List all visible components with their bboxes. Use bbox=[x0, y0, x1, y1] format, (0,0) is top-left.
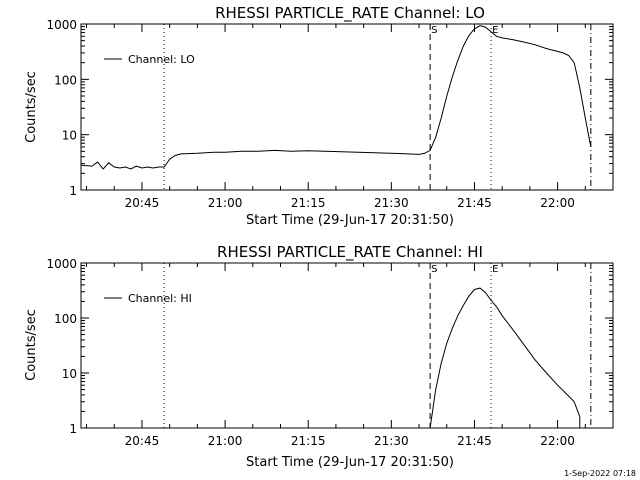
chart-title: RHESSI PARTICLE_RATE Channel: HI bbox=[217, 243, 483, 262]
x-tick-label: 21:15 bbox=[291, 434, 326, 448]
y-tick-label: 1 bbox=[69, 184, 77, 198]
x-tick-label: 21:45 bbox=[457, 434, 492, 448]
plot-frame bbox=[80, 23, 614, 191]
x-tick-label: 21:00 bbox=[208, 434, 243, 448]
legend-entry: Channel: HI bbox=[128, 292, 192, 305]
x-tick-label: 21:00 bbox=[208, 196, 243, 210]
chart-title: RHESSI PARTICLE_RATE Channel: LO bbox=[215, 4, 485, 23]
event-marker-label: S bbox=[431, 25, 437, 36]
x-axis-label: Start Time (29-Jun-17 20:31:50) bbox=[246, 213, 454, 228]
series-line bbox=[80, 25, 592, 170]
event-marker-label: E bbox=[492, 25, 498, 36]
series-line bbox=[429, 287, 581, 429]
y-axis-label: Counts/sec bbox=[24, 71, 39, 143]
y-axis-label: Counts/sec bbox=[24, 309, 39, 381]
legend: Channel: LO bbox=[104, 53, 195, 66]
x-tick-label: 22:00 bbox=[540, 196, 575, 210]
x-tick-label: 21:15 bbox=[291, 196, 326, 210]
generated-timestamp: 1-Sep-2022 07:18 bbox=[564, 469, 636, 478]
x-axis-label: Start Time (29-Jun-17 20:31:50) bbox=[246, 455, 454, 470]
x-tick-label: 20:45 bbox=[125, 434, 160, 448]
x-tick-label: 21:45 bbox=[457, 196, 492, 210]
legend-entry: Channel: LO bbox=[128, 53, 195, 66]
y-tick-label: 1000 bbox=[46, 257, 77, 271]
y-tick-label: 100 bbox=[54, 73, 77, 87]
x-tick-label: 21:30 bbox=[374, 196, 409, 210]
y-tick-label: 1 bbox=[69, 422, 77, 436]
legend: Channel: HI bbox=[104, 292, 192, 305]
hi-channel-panel: RHESSI PARTICLE_RATE Channel: HI 1 10 100 1… bbox=[24, 243, 614, 470]
event-marker-label: E bbox=[492, 264, 498, 275]
plot-frame bbox=[80, 262, 614, 429]
y-tick-label: 100 bbox=[54, 312, 77, 326]
lo-channel-panel: RHESSI PARTICLE_RATE Channel: LO 1 10 100 1… bbox=[24, 4, 614, 228]
y-tick-label: 10 bbox=[62, 367, 77, 381]
y-tick-label: 10 bbox=[62, 129, 77, 143]
x-tick-label: 20:45 bbox=[125, 196, 160, 210]
y-tick-label: 1000 bbox=[46, 18, 77, 32]
x-tick-label: 21:30 bbox=[374, 434, 409, 448]
x-tick-label: 22:00 bbox=[540, 434, 575, 448]
event-marker-label: S bbox=[431, 264, 437, 275]
